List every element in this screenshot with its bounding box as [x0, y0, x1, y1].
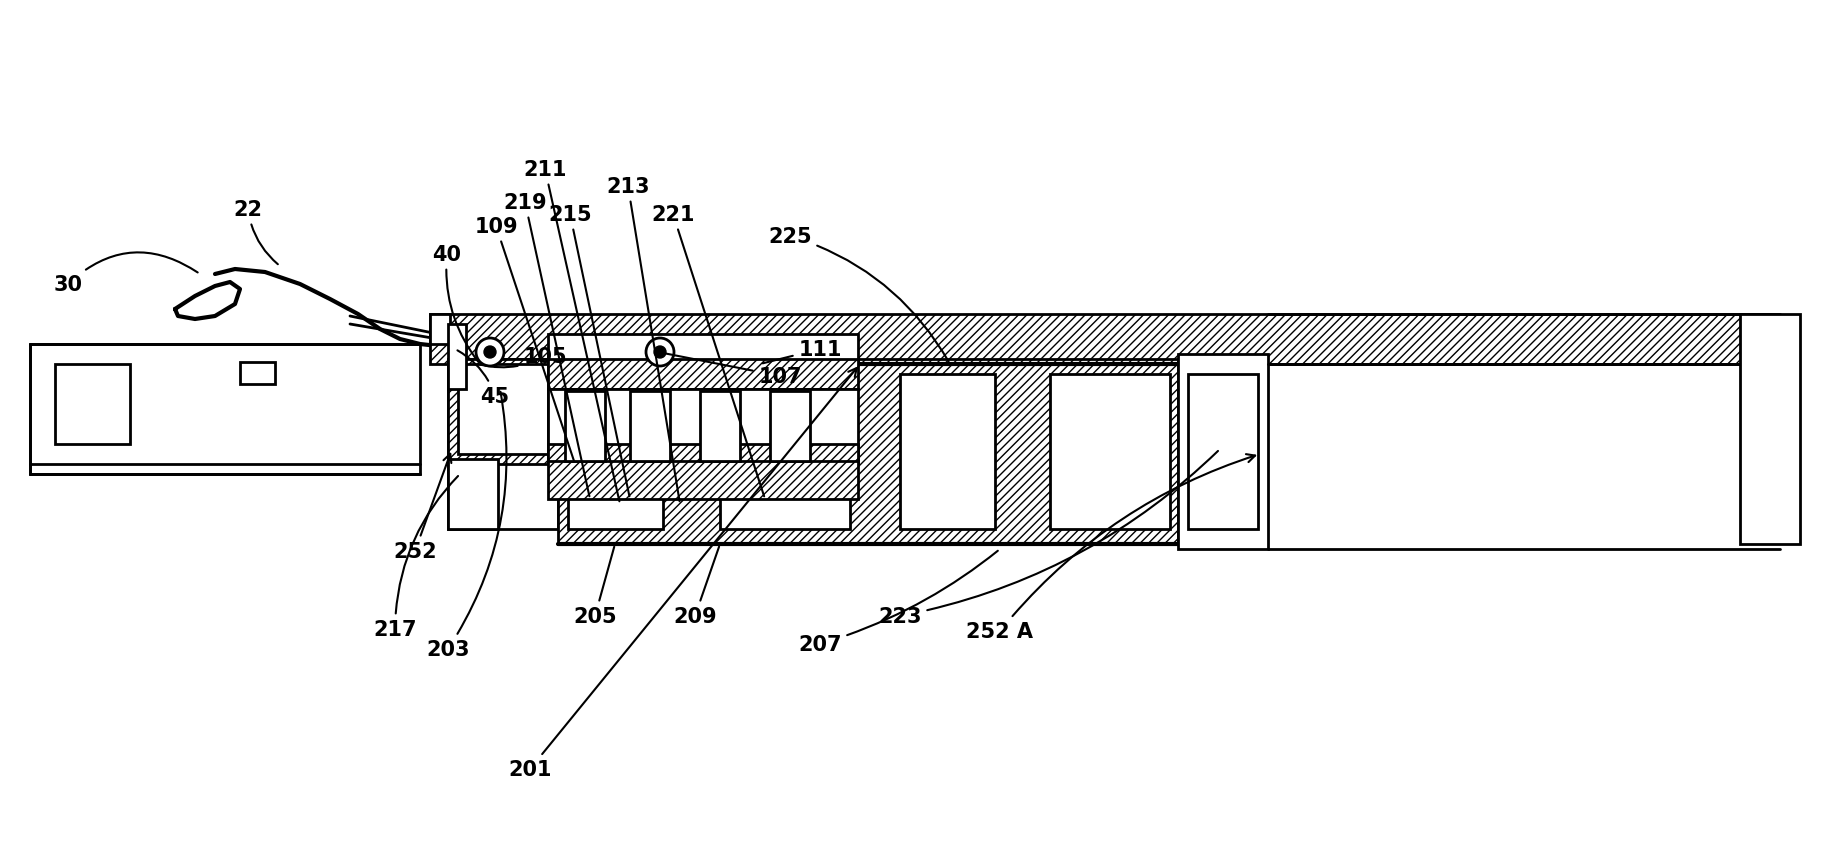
Text: 223: 223	[879, 452, 1219, 626]
Text: 252 A: 252 A	[967, 455, 1255, 641]
Bar	[548, 462, 858, 500]
Text: 40: 40	[432, 245, 478, 362]
Bar	[564, 392, 605, 462]
Text: 109: 109	[474, 217, 573, 462]
Text: 217: 217	[373, 476, 458, 639]
Bar	[770, 392, 811, 462]
Bar	[559, 360, 1178, 544]
Bar	[700, 392, 741, 462]
Bar	[568, 375, 664, 529]
Bar	[720, 375, 849, 529]
Bar	[241, 363, 276, 385]
Bar	[1187, 375, 1257, 529]
Text: 205: 205	[573, 547, 618, 626]
Text: 252: 252	[393, 454, 452, 561]
Text: 105: 105	[482, 347, 566, 368]
Bar	[430, 315, 450, 344]
Bar	[1178, 354, 1268, 549]
Text: 22: 22	[233, 200, 278, 265]
Text: 30: 30	[53, 253, 199, 295]
Bar	[448, 325, 467, 390]
Text: 203: 203	[426, 392, 507, 659]
Bar	[1049, 375, 1171, 529]
Bar	[458, 365, 548, 454]
Bar	[901, 375, 994, 529]
Circle shape	[483, 347, 496, 359]
Text: 45: 45	[458, 351, 509, 407]
Text: 111: 111	[763, 339, 842, 364]
Bar	[548, 360, 858, 390]
Text: 225: 225	[768, 227, 948, 362]
Text: 221: 221	[651, 205, 765, 497]
Text: 201: 201	[509, 369, 857, 779]
Circle shape	[476, 338, 504, 366]
Bar	[548, 390, 858, 464]
Text: 213: 213	[607, 176, 680, 501]
Bar	[548, 334, 858, 365]
Bar	[55, 365, 130, 445]
Bar	[548, 445, 858, 464]
Bar	[448, 360, 559, 464]
Bar	[630, 392, 671, 462]
Bar	[1741, 315, 1799, 544]
Bar	[448, 360, 559, 529]
Circle shape	[654, 347, 665, 359]
Text: 207: 207	[798, 551, 998, 654]
Bar	[29, 344, 421, 474]
Bar	[448, 459, 498, 529]
Text: 107: 107	[660, 353, 801, 387]
Text: 211: 211	[524, 160, 619, 501]
Text: 219: 219	[504, 192, 590, 497]
Bar	[430, 315, 1770, 365]
Text: 215: 215	[548, 205, 629, 496]
Circle shape	[645, 338, 675, 366]
Text: 209: 209	[673, 547, 719, 626]
